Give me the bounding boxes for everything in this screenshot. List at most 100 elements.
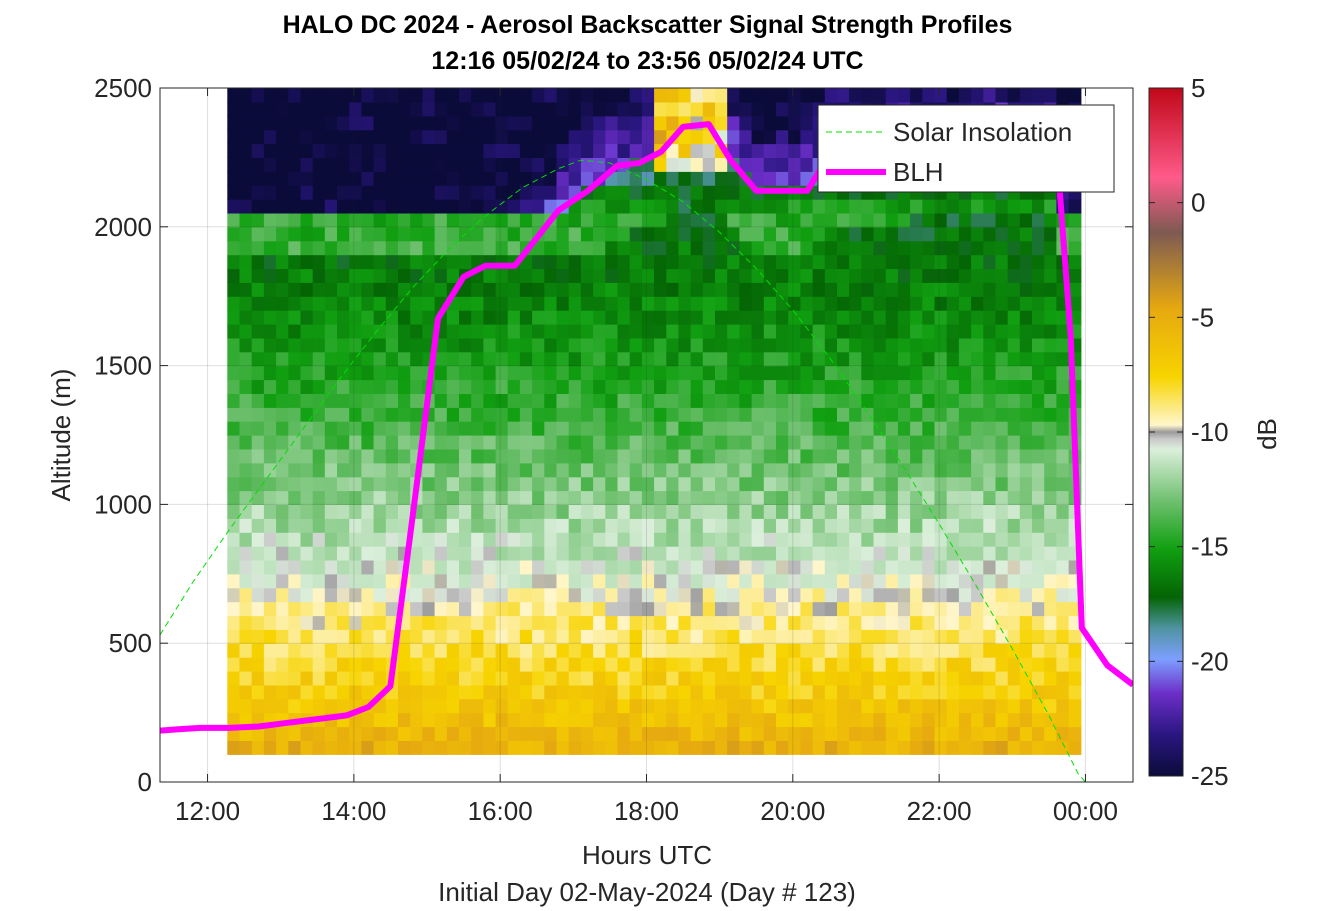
heatmap-cell <box>751 587 765 603</box>
heatmap-cell <box>641 324 655 339</box>
heatmap-cell <box>519 143 533 158</box>
heatmap-cell <box>568 129 582 145</box>
heatmap-cell <box>410 101 423 117</box>
heatmap-cell <box>910 601 923 617</box>
heatmap-cell <box>629 310 643 325</box>
heatmap-cell <box>776 490 789 505</box>
heatmap-cell <box>1068 212 1082 228</box>
heatmap-cell <box>300 504 314 519</box>
heatmap-cell <box>922 657 936 672</box>
heatmap-cell <box>532 115 545 131</box>
heatmap-cell <box>459 115 472 131</box>
heatmap-cell <box>324 296 338 311</box>
heatmap-cell <box>788 171 801 186</box>
heatmap-cell <box>1056 421 1070 436</box>
heatmap-cell <box>946 671 960 686</box>
heatmap-cell <box>678 657 692 672</box>
heatmap-cell <box>946 601 960 617</box>
heatmap-cell <box>288 518 302 533</box>
heatmap-cell <box>983 726 997 741</box>
heatmap-cell <box>373 115 387 131</box>
heatmap-cell <box>580 171 594 186</box>
heatmap-cell <box>227 379 241 394</box>
heatmap-cell <box>971 88 984 103</box>
heatmap-cell <box>678 351 692 367</box>
heatmap-cell <box>312 546 326 561</box>
heatmap-cell <box>946 740 960 755</box>
legend-box <box>817 104 1115 193</box>
heatmap-cell <box>1019 462 1033 478</box>
heatmap-cell <box>300 185 314 200</box>
heatmap-cell <box>788 684 801 700</box>
heatmap-cell <box>544 587 558 603</box>
heatmap-cell <box>715 324 728 339</box>
heatmap-cell <box>398 296 411 311</box>
heatmap-cell <box>568 296 582 311</box>
heatmap-cell <box>654 740 667 755</box>
heatmap-cell <box>934 657 948 672</box>
heatmap-cell <box>800 684 814 700</box>
heatmap-cell <box>263 199 277 214</box>
heatmap-cell <box>446 101 460 117</box>
heatmap-cell <box>422 712 436 728</box>
heatmap-cell <box>641 393 655 408</box>
heatmap-cell <box>580 462 594 478</box>
heatmap-cell <box>776 337 789 353</box>
heatmap-cell <box>763 573 777 589</box>
heatmap-cell <box>239 573 253 589</box>
heatmap-cell <box>483 240 497 256</box>
heatmap-cell <box>300 337 314 353</box>
heatmap-cell <box>849 684 862 700</box>
heatmap-cell <box>495 629 509 644</box>
heatmap-cell <box>837 643 850 658</box>
heatmap-cell <box>263 657 277 672</box>
heatmap-cell <box>263 365 277 381</box>
heatmap-cell <box>422 629 436 644</box>
heatmap-cell <box>641 684 655 700</box>
heatmap-cell <box>629 462 643 478</box>
heatmap-cell <box>556 351 570 367</box>
heatmap-cell <box>385 296 399 311</box>
heatmap-cell <box>324 601 338 617</box>
heatmap-cell <box>568 615 582 630</box>
heatmap-cell <box>422 157 436 172</box>
heatmap-cell <box>654 212 667 228</box>
heatmap-cell <box>349 573 362 589</box>
heatmap-cell <box>544 365 558 381</box>
heatmap-cell <box>1032 462 1045 478</box>
heatmap-cell <box>641 546 655 561</box>
heatmap-cell <box>910 435 923 450</box>
heatmap-cell <box>958 573 972 589</box>
heatmap-cell <box>629 629 643 644</box>
heatmap-cell <box>873 88 887 103</box>
heatmap-cell <box>849 532 862 547</box>
heatmap-cell <box>483 629 497 644</box>
heatmap-cell <box>483 88 497 103</box>
heatmap-cell <box>519 337 533 353</box>
heatmap-cell <box>763 546 777 561</box>
heatmap-cell <box>568 393 582 408</box>
heatmap-cell <box>873 573 887 589</box>
heatmap-cell <box>544 240 558 256</box>
heatmap-cell <box>751 365 765 381</box>
heatmap-cell <box>897 435 911 450</box>
heatmap-cell <box>727 671 740 686</box>
heatmap-cell <box>361 379 375 394</box>
heatmap-cell <box>1056 532 1070 547</box>
heatmap-cell <box>373 407 387 422</box>
heatmap-cell <box>532 587 545 603</box>
heatmap-cell <box>312 365 326 381</box>
heatmap-cell <box>654 393 667 408</box>
heatmap-cell <box>422 601 436 617</box>
heatmap-cell <box>885 462 899 478</box>
heatmap-cell <box>788 379 801 394</box>
heatmap-cell <box>946 365 960 381</box>
heatmap-cell <box>1044 726 1057 741</box>
heatmap-cell <box>727 268 740 283</box>
heatmap-cell <box>544 629 558 644</box>
heatmap-cell <box>373 296 387 311</box>
heatmap-cell <box>580 476 594 492</box>
heatmap-cell <box>1044 671 1057 686</box>
heatmap-cell <box>946 573 960 589</box>
heatmap-cell <box>727 88 740 103</box>
